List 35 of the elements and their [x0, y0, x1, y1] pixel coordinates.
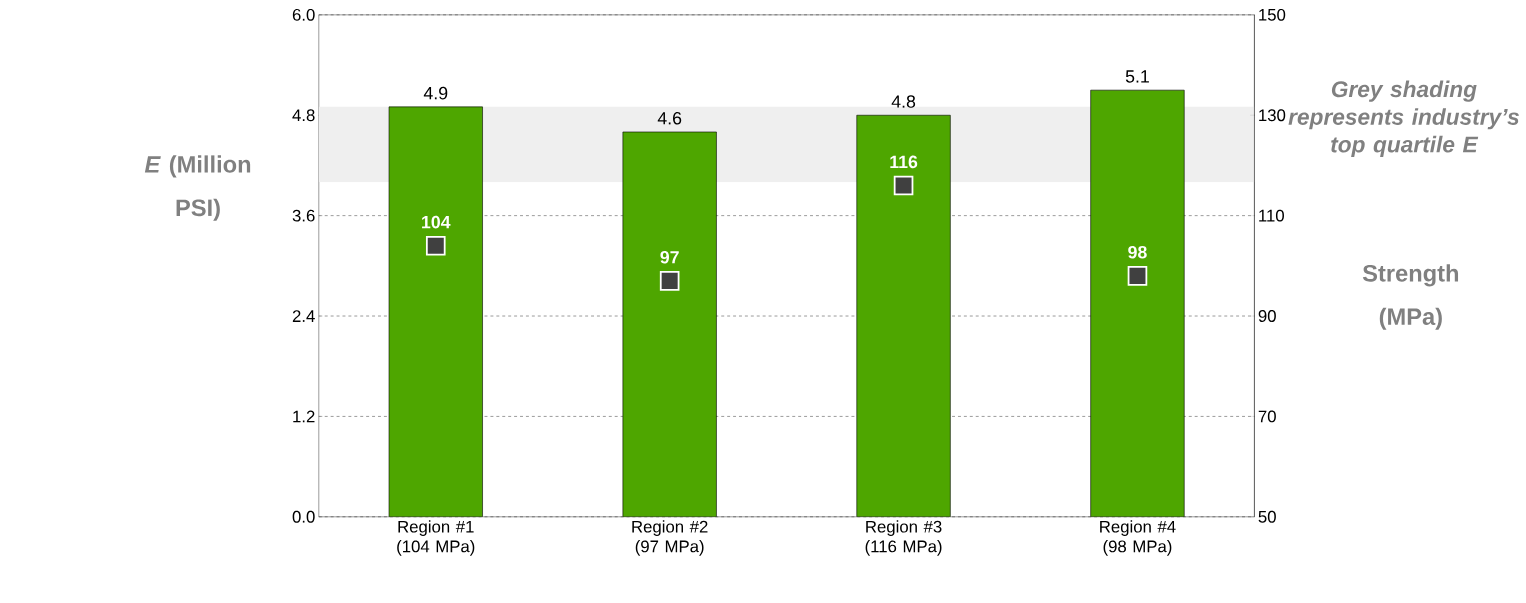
y2-tick-label: 90	[1258, 310, 1276, 322]
y2-tick-label: 150	[1259, 8, 1286, 21]
y-tick-label: 3.6	[292, 209, 315, 222]
data-label: 4.8	[891, 95, 916, 108]
y-tick-label: 6.0	[292, 8, 315, 21]
y2-axis-title: Strength (MPa)	[1362, 264, 1459, 330]
y-tick-label: 2.4	[292, 310, 315, 322]
data-label: 97	[660, 250, 679, 264]
point	[1127, 266, 1148, 286]
y-tick-label: 4.8	[292, 109, 315, 122]
y-axis-title: E (Million PSI)	[144, 155, 251, 221]
y2-tick-label: 130	[1259, 109, 1286, 122]
point	[659, 271, 680, 291]
data-label: 4.9	[423, 86, 448, 100]
text: Grey shading represents industry’s top quartile E	[1288, 80, 1519, 158]
y2-tick-label: 70	[1258, 410, 1276, 423]
data-label: 5.1	[1125, 70, 1149, 83]
bar	[856, 114, 951, 517]
x-tick-label: Region #3 (116 MPa)	[865, 520, 942, 556]
bar	[1090, 89, 1185, 517]
x-tick-label: Region #4 (98 MPa)	[1100, 520, 1176, 556]
y-tick-label: 0.0	[292, 510, 315, 523]
y2-tick-label: 110	[1259, 209, 1284, 222]
point	[893, 175, 914, 196]
y-tick-label: 1.2	[293, 410, 315, 423]
bar	[388, 106, 483, 517]
bar	[622, 131, 717, 517]
data-label: 4.6	[657, 111, 682, 125]
data-label: 116	[890, 155, 918, 169]
data-label: 98	[1128, 245, 1147, 259]
x-tick-label: Region #1 (104 MPa)	[397, 520, 475, 556]
point	[425, 235, 446, 256]
data-label: 104	[422, 215, 451, 229]
x-tick-label: Region #2 (97 MPa)	[632, 520, 708, 556]
y2-tick-label: 50	[1258, 510, 1276, 523]
